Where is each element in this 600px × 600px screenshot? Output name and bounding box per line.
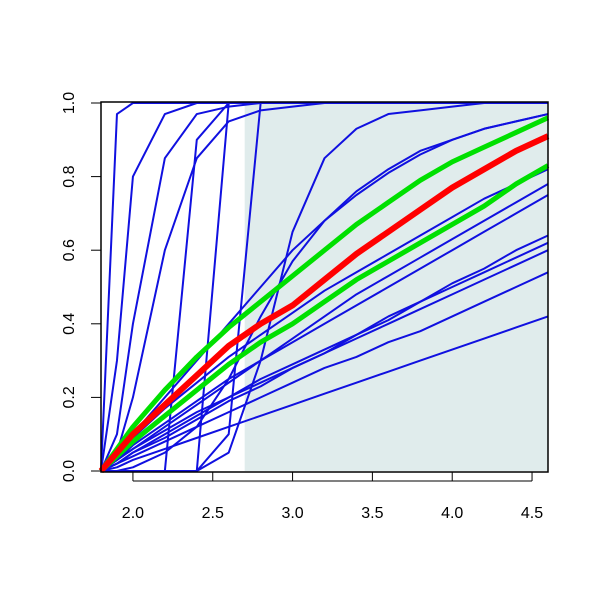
y-tick-label: 1.0 — [61, 92, 78, 114]
cdf-curve — [98, 115, 550, 473]
cdf-curve — [100, 249, 549, 472]
x-tick-label: 4.0 — [441, 505, 463, 522]
cdf-curve — [100, 271, 549, 472]
y-tick-label: 0.2 — [61, 386, 78, 408]
cdf-curve — [100, 194, 549, 472]
cdf-curve — [101, 102, 548, 472]
cdf-curve — [100, 315, 549, 472]
x-tick-label: 3.5 — [361, 505, 383, 522]
cdf-curve — [100, 183, 549, 472]
x-tick-label: 4.5 — [521, 505, 543, 522]
x-tick-label: 2.0 — [122, 505, 144, 522]
y-tick-label: 0.0 — [61, 460, 78, 482]
x-tick-label: 3.0 — [281, 505, 303, 522]
cdf-curve — [98, 133, 550, 473]
cdf-curve — [99, 163, 550, 473]
y-tick-label: 0.6 — [61, 239, 78, 261]
cdf-curve — [100, 234, 549, 472]
y-tick-label: 0.4 — [61, 313, 78, 335]
y-tick-label: 0.8 — [61, 165, 78, 187]
x-tick-label: 2.5 — [202, 505, 224, 522]
plot-box — [100, 101, 549, 473]
